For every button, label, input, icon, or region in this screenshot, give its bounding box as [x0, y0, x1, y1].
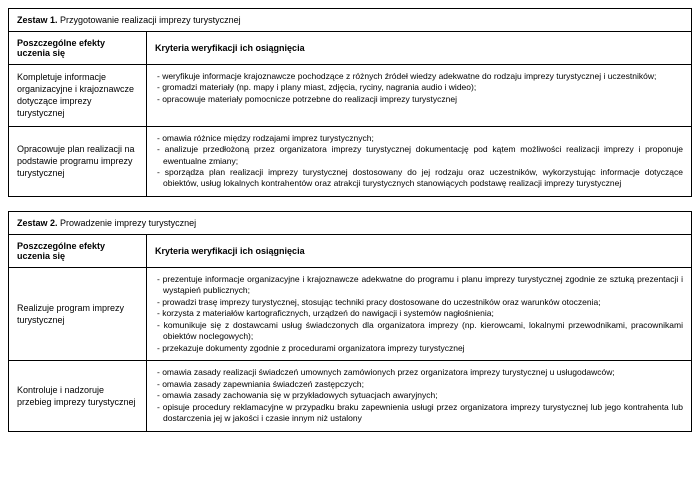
set-title: Zestaw 2. Prowadzenie imprezy turystyczn…: [9, 212, 691, 235]
set-block: Zestaw 1. Przygotowanie realizacji impre…: [8, 8, 692, 197]
criteria-item: - omawia zasady zapewniania świadczeń za…: [155, 379, 683, 390]
table-row: Kompletuje informacje organizacyjne i kr…: [9, 65, 691, 127]
criteria-item: - weryfikuje informacje krajoznawcze poc…: [155, 71, 683, 82]
header-criteria: Kryteria weryfikacji ich osiągnięcia: [147, 235, 691, 267]
criteria-item: - sporządza plan realizacji imprezy tury…: [155, 167, 683, 190]
criteria-cell: - omawia różnice między rodzajami imprez…: [147, 127, 691, 196]
criteria-item: - komunikuje się z dostawcami usług świa…: [155, 320, 683, 343]
header-effects: Poszczególne efekty uczenia się: [9, 32, 147, 64]
criteria-item: - omawia zasady zachowania się w przykła…: [155, 390, 683, 401]
criteria-cell: - omawia zasady realizacji świadczeń umo…: [147, 361, 691, 430]
table-row: Kontroluje i nadzoruje przebieg imprezy …: [9, 361, 691, 430]
effect-cell: Kontroluje i nadzoruje przebieg imprezy …: [9, 361, 147, 430]
effect-cell: Realizuje program imprezy turystycznej: [9, 268, 147, 360]
header-effects: Poszczególne efekty uczenia się: [9, 235, 147, 267]
criteria-item: - korzysta z materiałów kartograficznych…: [155, 308, 683, 319]
effect-cell: Opracowuje plan realizacji na podstawie …: [9, 127, 147, 196]
criteria-item: - prezentuje informacje organizacyjne i …: [155, 274, 683, 297]
set-title-bold: Zestaw 1.: [17, 15, 58, 25]
criteria-item: - przekazuje dokumenty zgodnie z procedu…: [155, 343, 683, 354]
criteria-item: - prowadzi trasę imprezy turystycznej, s…: [155, 297, 683, 308]
effect-cell: Kompletuje informacje organizacyjne i kr…: [9, 65, 147, 126]
table-row: Realizuje program imprezy turystycznej - …: [9, 268, 691, 361]
header-criteria: Kryteria weryfikacji ich osiągnięcia: [147, 32, 691, 64]
set-title-bold: Zestaw 2.: [17, 218, 58, 228]
set-title-rest: Przygotowanie realizacji imprezy turysty…: [58, 15, 241, 25]
set-title: Zestaw 1. Przygotowanie realizacji impre…: [9, 9, 691, 32]
set-title-rest: Prowadzenie imprezy turystycznej: [58, 218, 197, 228]
criteria-cell: - weryfikuje informacje krajoznawcze poc…: [147, 65, 691, 126]
criteria-cell: - prezentuje informacje organizacyjne i …: [147, 268, 691, 360]
criteria-item: - opracowuje materiały pomocnicze potrze…: [155, 94, 683, 105]
set-block: Zestaw 2. Prowadzenie imprezy turystyczn…: [8, 211, 692, 432]
table-row: Opracowuje plan realizacji na podstawie …: [9, 127, 691, 196]
criteria-item: - gromadzi materiały (np. mapy i plany m…: [155, 82, 683, 93]
criteria-item: - analizuje przedłożoną przez organizato…: [155, 144, 683, 167]
criteria-item: - omawia różnice między rodzajami imprez…: [155, 133, 683, 144]
header-row: Poszczególne efekty uczenia sięKryteria …: [9, 32, 691, 65]
header-row: Poszczególne efekty uczenia sięKryteria …: [9, 235, 691, 268]
criteria-item: - omawia zasady realizacji świadczeń umo…: [155, 367, 683, 378]
criteria-item: - opisuje procedury reklamacyjne w przyp…: [155, 402, 683, 425]
